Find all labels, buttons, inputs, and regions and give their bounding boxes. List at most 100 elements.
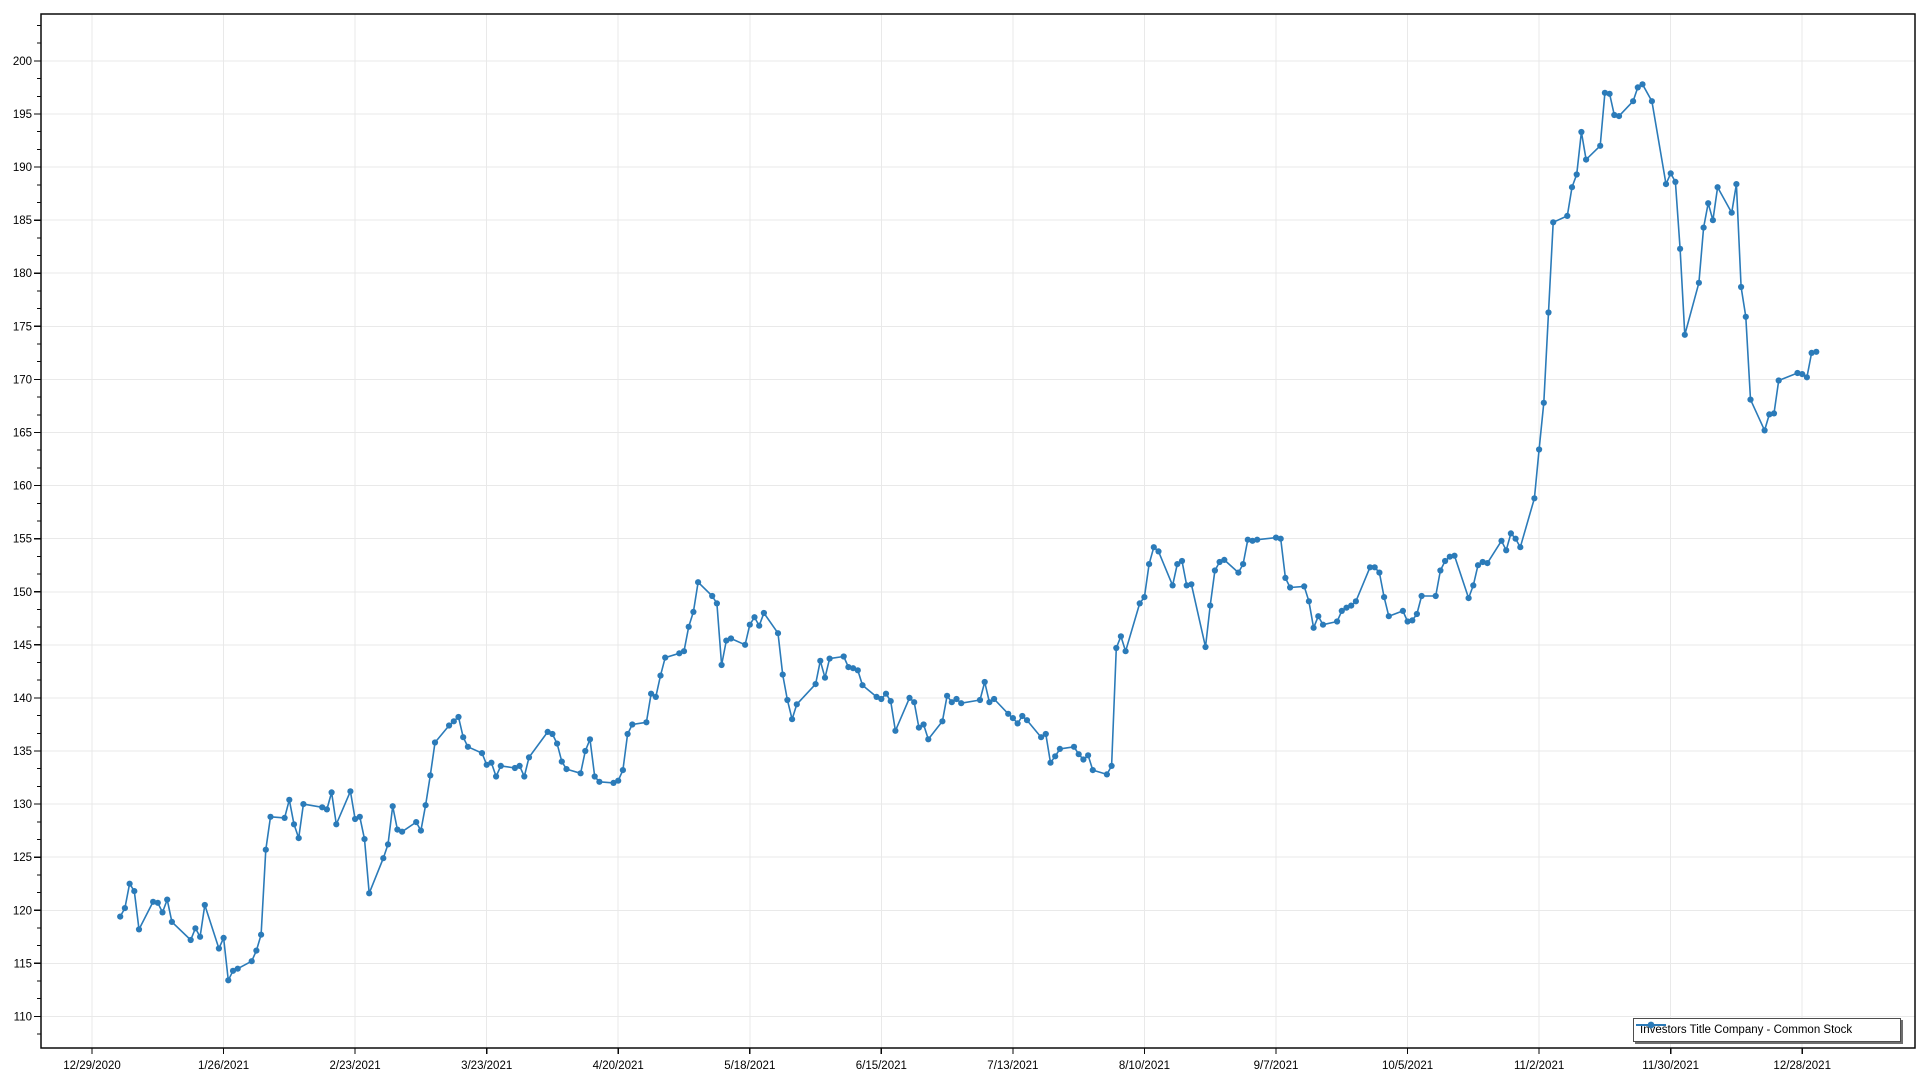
data-point: [1009, 715, 1017, 722]
y-tick-label: 150: [13, 587, 32, 599]
data-point: [882, 690, 890, 697]
data-point: [197, 933, 204, 940]
x-tick-label: 12/28/2021: [1773, 1060, 1831, 1072]
x-axis-labels: 12/29/2020 1/26/2021 2/23/2021 3/23/2021 4/2…: [63, 1060, 1831, 1072]
data-point: [1634, 84, 1641, 91]
data-point: [1089, 767, 1096, 774]
legend-box[interactable]: Investors Title Company - Common Stock: [1633, 1018, 1901, 1042]
data-point: [483, 761, 490, 768]
data-point: [384, 841, 392, 848]
data-point: [1747, 396, 1754, 403]
data-point: [516, 762, 523, 770]
data-point: [1155, 548, 1162, 555]
data-point: [1484, 560, 1491, 567]
data-point: [789, 716, 796, 723]
y-tick-label: 135: [13, 746, 32, 758]
data-point: [582, 747, 589, 755]
data-point: [958, 700, 965, 707]
data-point: [1681, 331, 1688, 338]
data-point: [840, 653, 847, 660]
data-point: [1169, 582, 1176, 589]
data-point: [1319, 621, 1327, 628]
data-point: [1244, 536, 1251, 543]
data-point: [1446, 553, 1453, 560]
data-point: [450, 718, 457, 725]
data-point: [558, 758, 565, 765]
data-point: [1803, 374, 1810, 381]
data-point: [201, 901, 208, 909]
data-point: [394, 826, 401, 833]
x-tick-label: 12/29/2020: [63, 1060, 121, 1072]
data-point: [986, 699, 993, 706]
data-point: [154, 899, 161, 906]
data-point: [1695, 279, 1702, 286]
data-point: [1531, 495, 1538, 502]
x-tick-label: 2/23/2021: [330, 1060, 381, 1072]
data-point: [281, 814, 288, 822]
data-point: [1141, 594, 1148, 601]
data-point: [695, 579, 702, 586]
data-point: [925, 736, 932, 743]
data-point: [525, 754, 533, 761]
data-point: [290, 821, 298, 828]
data-point: [1348, 602, 1355, 609]
data-point: [760, 609, 768, 617]
data-point: [1178, 557, 1186, 565]
data-point: [1305, 598, 1312, 605]
data-point: [948, 699, 955, 706]
data-point: [1507, 530, 1514, 537]
data-point: [1677, 245, 1684, 252]
data-point: [1272, 534, 1280, 541]
data-point: [1211, 567, 1218, 574]
data-point: [446, 722, 453, 729]
data-point: [1122, 648, 1129, 655]
data-point: [1277, 535, 1284, 542]
data-point: [460, 734, 467, 741]
data-point: [328, 789, 335, 796]
data-point: [873, 693, 880, 701]
data-point: [643, 719, 650, 726]
data-point: [1615, 113, 1623, 120]
data-point: [1470, 582, 1477, 589]
data-point: [1315, 613, 1322, 620]
data-point: [1413, 610, 1420, 618]
data-point: [685, 623, 692, 630]
data-point: [511, 764, 518, 772]
x-tick-label: 5/18/2021: [724, 1060, 775, 1072]
data-point: [267, 813, 274, 820]
x-tick-label: 10/5/2021: [1382, 1060, 1433, 1072]
data-point: [1512, 535, 1519, 542]
data-point: [1770, 410, 1778, 417]
data-point: [493, 773, 500, 780]
data-point: [1437, 567, 1444, 574]
data-point: [944, 692, 951, 699]
data-point: [1601, 89, 1608, 96]
data-point: [1733, 181, 1740, 188]
data-point: [295, 835, 302, 842]
data-point: [939, 718, 946, 725]
y-tick-label: 125: [13, 852, 32, 864]
data-point: [812, 681, 819, 688]
data-point: [1174, 561, 1181, 568]
data-point: [1742, 313, 1749, 320]
data-point: [784, 696, 791, 704]
y-axis-ticks: [34, 25, 41, 1035]
data-point: [1038, 734, 1045, 741]
data-point: [1207, 602, 1214, 609]
data-point: [1019, 712, 1026, 720]
data-point: [1334, 618, 1341, 625]
data-point: [793, 701, 800, 708]
data-point: [1343, 604, 1350, 611]
data-point: [1080, 756, 1087, 763]
data-point: [1503, 547, 1510, 554]
legend-series-marker-icon: [1636, 1021, 1666, 1029]
data-point: [1498, 537, 1505, 544]
data-point: [361, 836, 368, 843]
data-point: [544, 728, 551, 736]
data-point: [662, 654, 669, 661]
data-point: [859, 682, 866, 689]
data-point: [1014, 720, 1021, 727]
data-point: [380, 855, 387, 862]
data-point: [756, 622, 763, 629]
